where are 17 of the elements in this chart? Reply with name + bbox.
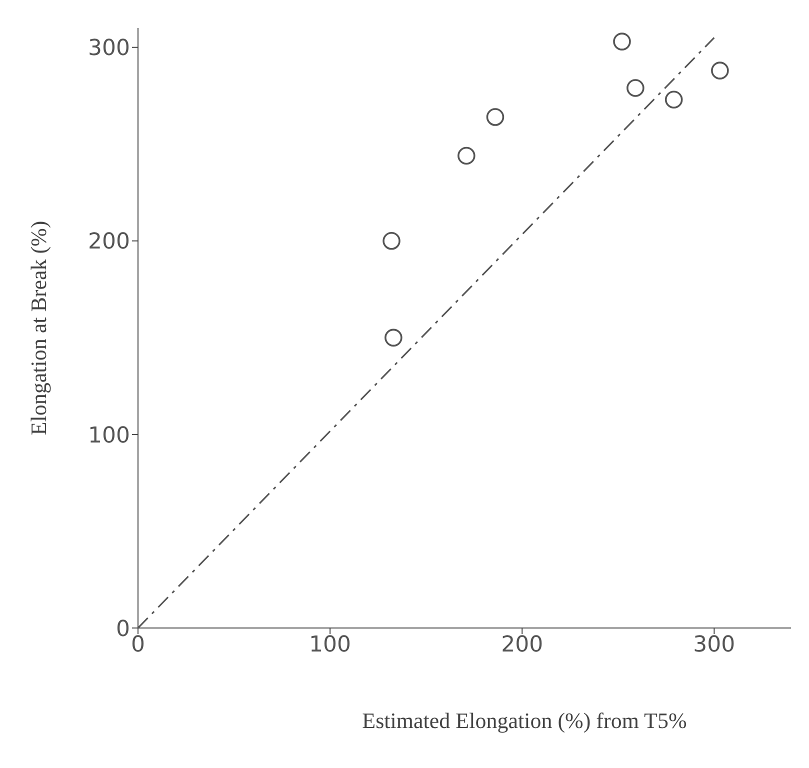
y-axis-title: Elongation at Break (%) [26,220,51,436]
x-tick-label: 300 [693,632,736,658]
point [711,62,729,80]
y-tick-label: 100 [88,423,130,448]
point [384,328,402,347]
x-axis-title: Estimated Elongation (%) from T5% [362,708,687,733]
point [382,232,400,250]
y-tick-label: 300 [88,36,130,62]
point [626,79,644,97]
point [664,90,683,109]
y-tick-label: 0 [116,616,130,642]
point [458,146,476,165]
x-tick-label: 100 [309,632,352,658]
y-tick-label: 200 [88,230,130,255]
point [486,108,504,126]
x-tick-label: 200 [501,632,544,658]
point [613,32,631,50]
